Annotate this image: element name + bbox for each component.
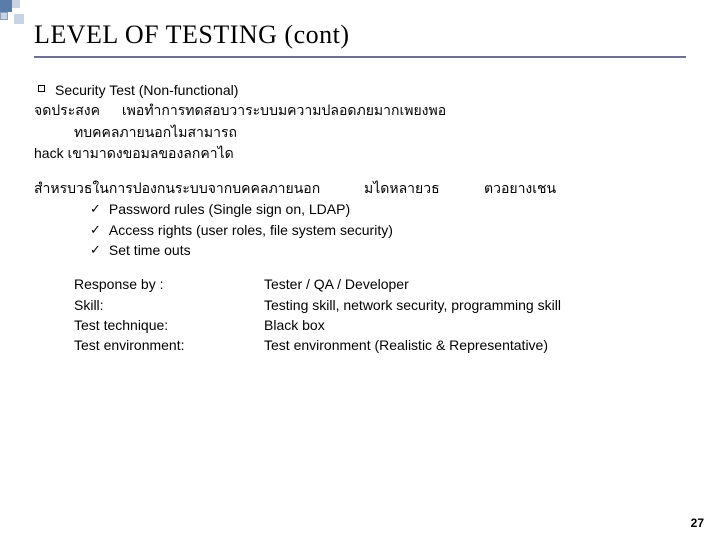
methods-intro-b: มไดหลายวธ <box>364 178 484 198</box>
purpose-label: จดประสงค <box>34 100 118 120</box>
purpose-line-1: จดประสงค เพอทำการทดสอบวาระบบมความปลอดภยม… <box>34 100 686 120</box>
corner-decoration <box>0 0 28 28</box>
check-icon: ✓ <box>90 241 101 260</box>
attr-row: Skill: Testing skill, network security, … <box>74 295 686 315</box>
method-item: ✓ Set time outs <box>90 240 686 260</box>
square-bullet-icon <box>38 85 45 92</box>
attr-row: Test technique: Black box <box>74 315 686 335</box>
method-item-label: Access rights (user roles, file system s… <box>109 220 393 240</box>
attr-label: Test technique: <box>74 315 264 335</box>
purpose-line-2: ทบคคลภายนอกไมสามารถ <box>74 122 686 142</box>
section-heading: Security Test (Non-functional) <box>55 80 238 100</box>
check-icon: ✓ <box>90 221 101 240</box>
slide-title: LEVEL OF TESTING (cont) <box>34 20 686 58</box>
method-item: ✓ Access rights (user roles, file system… <box>90 220 686 240</box>
section-heading-row: Security Test (Non-functional) <box>38 80 686 100</box>
attr-value: Black box <box>264 315 686 335</box>
page-number: 27 <box>691 516 704 530</box>
method-item-label: Set time outs <box>109 240 191 260</box>
attr-value: Test environment (Realistic & Representa… <box>264 335 686 355</box>
purpose-text-1: เพอทำการทดสอบวาระบบมความปลอดภยมากเพยงพอ <box>122 102 446 118</box>
check-icon: ✓ <box>90 200 101 219</box>
purpose-line-3: hack เขามาดงขอมลของลกคาได <box>34 143 686 163</box>
methods-intro: สำหรบวธในการปองกนระบบจากบคคลภายนอก มไดหล… <box>34 178 686 198</box>
slide-body: Security Test (Non-functional) จดประสงค … <box>34 80 686 356</box>
method-item-label: Password rules (Single sign on, LDAP) <box>109 199 350 219</box>
attr-label: Response by : <box>74 274 264 294</box>
method-item: ✓ Password rules (Single sign on, LDAP) <box>90 199 686 219</box>
attr-value: Testing skill, network security, program… <box>264 295 686 315</box>
methods-intro-c: ตวอยางเชน <box>484 178 556 198</box>
attr-label: Skill: <box>74 295 264 315</box>
attr-value: Tester / QA / Developer <box>264 274 686 294</box>
slide-content: LEVEL OF TESTING (cont) Security Test (N… <box>0 0 720 356</box>
attr-row: Response by : Tester / QA / Developer <box>74 274 686 294</box>
attr-row: Test environment: Test environment (Real… <box>74 335 686 355</box>
attr-label: Test environment: <box>74 335 264 355</box>
methods-intro-a: สำหรบวธในการปองกนระบบจากบคคลภายนอก <box>34 178 364 198</box>
